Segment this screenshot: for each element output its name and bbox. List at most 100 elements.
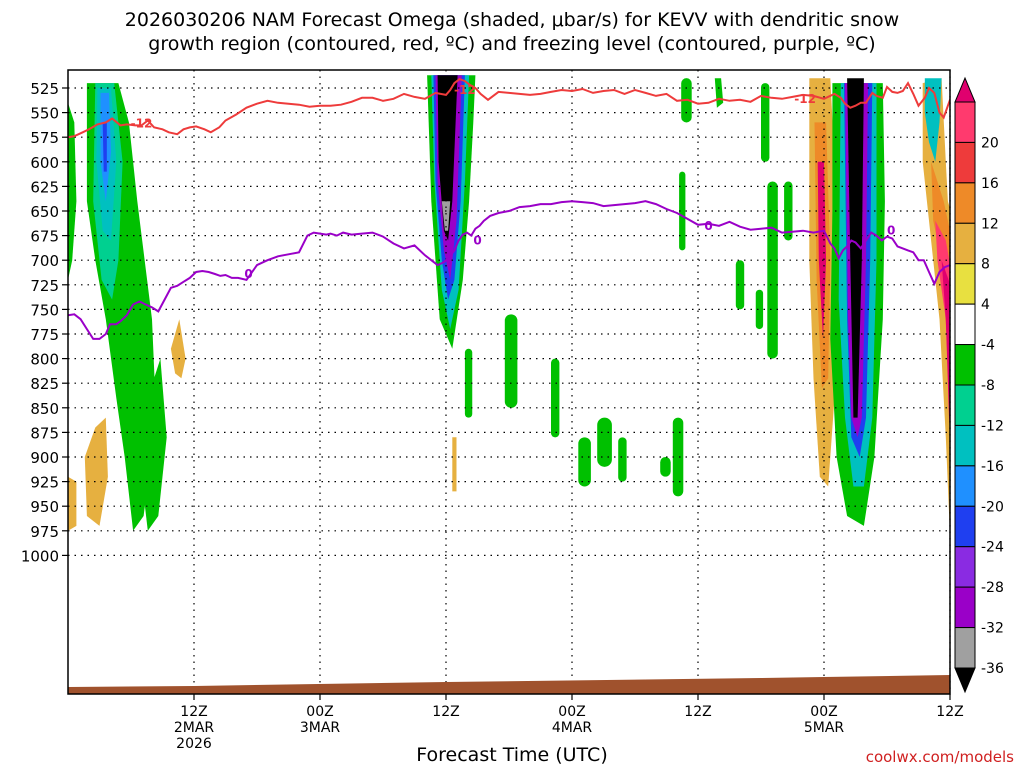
colorbar-box-5 — [954, 303, 976, 346]
dendritic-growth-contour — [68, 77, 950, 139]
colorbar-box-2 — [954, 182, 976, 224]
colorbar-label-13: -36 — [981, 661, 1004, 677]
x-tick-label-5-1: 5MAR — [804, 720, 845, 736]
colorbar-label-2: 12 — [981, 216, 999, 232]
plot-border — [67, 69, 951, 695]
y-tick-label-725: 725 — [30, 277, 59, 295]
y-tick-label-525: 525 — [30, 80, 59, 98]
y-tick-label-925: 925 — [30, 474, 59, 492]
colorbar-label-12: -32 — [981, 621, 1004, 637]
y-tick-label-775: 775 — [30, 326, 59, 344]
omega-region-5mar12z-core — [941, 260, 950, 431]
y-tick-label-825: 825 — [30, 375, 59, 393]
colorbar-label-11: -28 — [981, 580, 1004, 596]
x-tick-label-4-0: 12Z — [684, 704, 711, 720]
credit-link[interactable]: coolwx.com/models — [865, 748, 1014, 766]
x-tick-label-3-1: 4MAR — [552, 720, 593, 736]
colorbar-label-10: -24 — [981, 540, 1004, 556]
omega-region-3mar-grey — [441, 201, 451, 231]
colorbar-label-9: -20 — [981, 499, 1004, 515]
colorbar-box-4 — [954, 263, 976, 305]
y-tick-label-650: 650 — [30, 203, 59, 221]
dendritic-contour-label-3: -12 — [794, 92, 816, 106]
x-axis-title: Forecast Time (UTC) — [416, 744, 608, 766]
y-tick-label-575: 575 — [30, 129, 59, 147]
y-tick-label-1000: 1000 — [21, 547, 59, 565]
freezing-contour-label-3: 0 — [704, 219, 712, 233]
dendritic-contour-label-2: -12 — [454, 83, 476, 97]
y-tick-label-700: 700 — [30, 252, 59, 270]
omega-region-right-yellow — [1003, 290, 1007, 329]
x-tick-label-5-0: 00Z — [810, 704, 837, 720]
y-tick-label-550: 550 — [30, 105, 59, 123]
omega-region-3mar-core — [437, 75, 458, 241]
colorbar-label-7: -12 — [981, 418, 1004, 434]
dotted-grid — [68, 70, 951, 694]
colorbar-box-0 — [954, 101, 976, 143]
omega-region-4mar-cell-1 — [504, 314, 518, 408]
x-tick-label-0-1: 2MAR — [174, 720, 215, 736]
omega-region-5mar-subsidence-core — [817, 161, 827, 339]
colorbar-under-triangle — [954, 667, 976, 694]
colorbar-box-3 — [954, 222, 976, 265]
y-tick-label-800: 800 — [30, 351, 59, 369]
omega-region-4mar-cell-5 — [618, 437, 627, 482]
colorbar-box-1 — [954, 141, 976, 184]
y-tick-label-900: 900 — [30, 449, 59, 467]
omega-region-2mar-core — [102, 122, 107, 172]
colorbar-label-3: 8 — [981, 257, 990, 273]
omega-region-2mar-subsidence — [84, 417, 108, 526]
terrain-ground — [68, 675, 950, 694]
omega-region-2mar-lower — [141, 358, 167, 531]
omega-region-4mar-cell-12 — [755, 289, 764, 330]
contour-lines: -12 -12 -12 0 0 0 0 — [68, 77, 950, 340]
omega-region-4mar-cell-2 — [551, 358, 560, 438]
x-tick-label-0-2: 2026 — [176, 736, 212, 752]
y-tick-label-750: 750 — [30, 301, 59, 319]
colorbar-box-6 — [954, 344, 976, 386]
freezing-contour-label-4: 0 — [887, 224, 895, 238]
omega-region-5mar12z-16 — [935, 220, 950, 418]
freezing-contour-label-2: 0 — [473, 234, 481, 248]
colorbar-label-0: 20 — [981, 135, 999, 151]
y-tick-label-875: 875 — [30, 424, 59, 442]
colorbar-box-13 — [954, 627, 976, 669]
omega-region-5mar12z-outer — [922, 78, 950, 536]
chart-title-line1: 2026030206 NAM Forecast Omega (shaded, μ… — [124, 9, 900, 31]
omega-shading — [68, 75, 1007, 536]
y-tick-label-600: 600 — [30, 154, 59, 172]
x-tick-label-6-0: 12Z — [936, 704, 963, 720]
omega-region-4mar-cell-10 — [784, 181, 793, 241]
colorbar-label-5: -4 — [981, 338, 995, 354]
x-tick-label-1-1: 3MAR — [300, 720, 341, 736]
colorbar-label-4: 4 — [981, 297, 990, 313]
x-tick-label-0-0: 12Z — [180, 704, 207, 720]
dendritic-contour-label-1: -12 — [131, 116, 153, 130]
colorbar-box-12 — [954, 586, 976, 629]
freezing-contour-label-1: 0 — [244, 267, 252, 281]
omega-region-5mar12z-top — [924, 78, 942, 162]
y-tick-label-850: 850 — [30, 400, 59, 418]
omega-region-2mar-subsidence-small — [170, 319, 186, 379]
omega-region-5mar-core — [847, 78, 864, 418]
colorbar-label-6: -8 — [981, 378, 995, 394]
y-tick-label-625: 625 — [30, 178, 59, 196]
omega-region-3mar-yellow — [452, 437, 457, 492]
omega-region-4mar-cell-9 — [767, 181, 778, 359]
x-tick-label-2-0: 12Z — [432, 704, 459, 720]
omega-region-left-edge — [68, 102, 77, 280]
y-tick-label-950: 950 — [30, 498, 59, 516]
colorbar-box-8 — [954, 424, 976, 467]
omega-region-4mar-cell-6 — [679, 171, 686, 251]
colorbar-label-1: 16 — [981, 176, 999, 192]
pressure-axis: 525 550 575 600 625 650 675 700 725 750 775 800 825 8… — [21, 80, 68, 565]
x-tick-label-3-0: 00Z — [558, 704, 585, 720]
omega-region-4mar-cell-8 — [735, 260, 745, 310]
colorbar-label-8: -16 — [981, 459, 1004, 475]
omega-region-4mar-cell-7 — [672, 417, 684, 497]
colorbar-box-9 — [954, 465, 976, 507]
y-tick-label-975: 975 — [30, 523, 59, 541]
omega-colorbar: 20 16 12 8 4 -4 -8 -12 -16 -20 -24 -28 -32 -36 — [954, 76, 1004, 694]
